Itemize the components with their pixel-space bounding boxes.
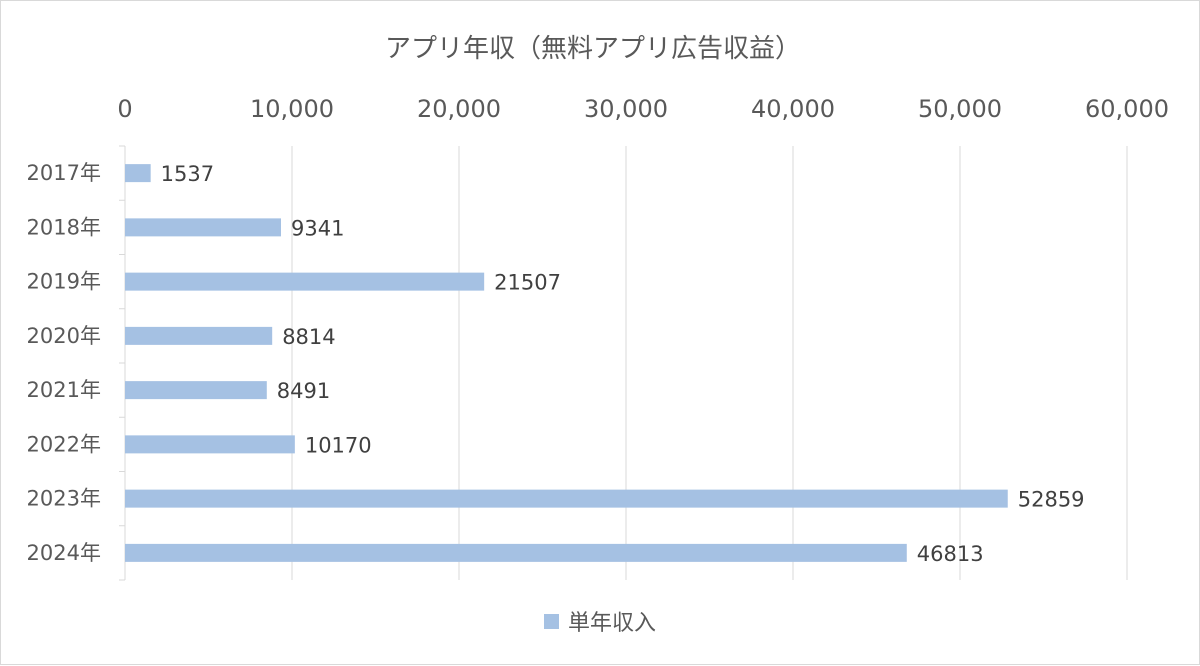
y-axis-categories: 2017年 2018年 2019年 2020年 2021年 2022年 2023年 2024年 <box>27 161 101 565</box>
data-labels: 1537 9341 21507 8814 8491 10170 52859 46813 <box>161 162 1085 566</box>
bar <box>125 435 295 454</box>
category-label: 2018年 <box>27 215 101 239</box>
x-axis-ticks: 0 10,000 20,000 30,000 40,000 50,000 60,000 <box>117 95 1169 123</box>
category-label: 2020年 <box>27 324 101 348</box>
category-label: 2019年 <box>27 270 101 294</box>
data-label: 8491 <box>277 379 330 403</box>
x-tick-label: 40,000 <box>751 95 835 123</box>
bar <box>125 272 485 291</box>
data-label: 21507 <box>494 271 561 295</box>
x-tick-label: 10,000 <box>250 95 334 123</box>
bar <box>125 381 267 400</box>
category-label: 2023年 <box>27 487 101 511</box>
gridlines <box>119 145 1128 581</box>
x-tick-label: 20,000 <box>417 95 501 123</box>
x-tick-label: 0 <box>117 95 132 123</box>
bar <box>125 164 151 183</box>
bar <box>125 543 907 562</box>
legend-label: 単年収入 <box>568 611 656 636</box>
bar <box>125 489 1008 508</box>
category-label: 2017年 <box>27 161 101 185</box>
category-label: 2024年 <box>27 541 101 565</box>
category-label: 2021年 <box>27 378 101 402</box>
bars <box>125 164 1008 562</box>
data-label: 46813 <box>917 542 984 566</box>
bar <box>125 326 273 345</box>
chart-title: アプリ年収（無料アプリ広告収益） <box>385 34 801 64</box>
bar <box>125 218 281 237</box>
legend: 単年収入 <box>544 611 656 636</box>
legend-swatch <box>544 614 559 629</box>
data-label: 52859 <box>1018 488 1085 512</box>
x-tick-label: 60,000 <box>1085 95 1169 123</box>
data-label: 1537 <box>161 162 214 186</box>
data-label: 10170 <box>305 433 372 457</box>
data-label: 8814 <box>282 325 335 349</box>
x-tick-label: 50,000 <box>918 95 1002 123</box>
category-label: 2022年 <box>27 432 101 456</box>
data-label: 9341 <box>291 216 344 240</box>
x-tick-label: 30,000 <box>584 95 668 123</box>
